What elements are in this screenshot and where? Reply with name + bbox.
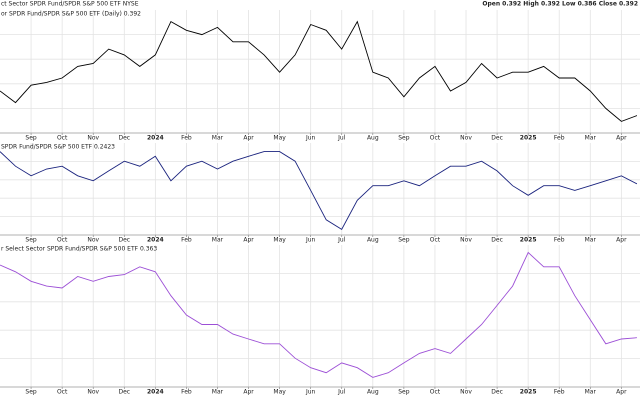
x-tick-label: Apr bbox=[616, 135, 627, 142]
x-tick-label: Aug bbox=[367, 389, 379, 396]
ratio-line bbox=[0, 20, 638, 122]
x-tick-label: Nov bbox=[87, 135, 99, 142]
x-tick-label: Nov bbox=[460, 237, 472, 244]
x-tick-label: Dec bbox=[491, 237, 503, 244]
x-tick-label: Nov bbox=[87, 237, 99, 244]
x-tick-label: Mar bbox=[585, 389, 597, 396]
x-tick-label: Sep bbox=[398, 135, 410, 142]
x-tick-label: Sep bbox=[25, 389, 37, 396]
x-tick-label: Apr bbox=[616, 389, 627, 396]
x-tick-label: Apr bbox=[616, 237, 627, 244]
x-tick-label: Jun bbox=[305, 389, 316, 396]
x-tick-label: Feb bbox=[181, 389, 192, 396]
x-tick-label: Feb bbox=[554, 135, 565, 142]
x-tick-label: Feb bbox=[181, 135, 192, 142]
x-tick-label: 2025 bbox=[520, 237, 537, 244]
x-tick-label: Dec bbox=[118, 135, 130, 142]
x-tick-label: Dec bbox=[118, 237, 130, 244]
x-tick-label: Jun bbox=[305, 135, 316, 142]
ohlc-readout: Open 0.392 High 0.392 Low 0.386 Close 0.… bbox=[482, 1, 638, 8]
x-tick-label: Feb bbox=[554, 237, 565, 244]
x-tick-label: 2024 bbox=[147, 237, 164, 244]
x-tick-label: Oct bbox=[57, 135, 68, 142]
x-tick-label: Mar bbox=[585, 135, 597, 142]
x-tick-label: Aug bbox=[367, 135, 379, 142]
x-tick-label: 2025 bbox=[520, 135, 537, 142]
ratio-line bbox=[0, 251, 637, 378]
x-tick-label: Mar bbox=[212, 237, 224, 244]
x-tick-label: Mar bbox=[212, 389, 224, 396]
x-tick-label: Dec bbox=[491, 135, 503, 142]
x-tick-label: 2024 bbox=[147, 389, 164, 396]
x-tick-label: Jul bbox=[337, 237, 346, 244]
x-tick-label: Apr bbox=[243, 237, 254, 244]
chart-title: ct Sector SPDR Fund/SPDR S&P 500 ETF NYS… bbox=[1, 1, 139, 8]
x-tick-label: Nov bbox=[87, 389, 99, 396]
x-tick-label: Sep bbox=[398, 389, 410, 396]
x-tick-label: Aug bbox=[367, 237, 379, 244]
x-tick-label: Mar bbox=[212, 135, 224, 142]
x-tick-label: Dec bbox=[118, 389, 130, 396]
x-tick-label: Jul bbox=[337, 135, 346, 142]
panel-label: SPDR Fund/SPDR S&P 500 ETF 0.2423 bbox=[1, 144, 115, 151]
x-tick-label: Feb bbox=[554, 389, 565, 396]
x-tick-label: Oct bbox=[430, 237, 441, 244]
x-tick-label: Nov bbox=[460, 389, 472, 396]
x-tick-label: 2024 bbox=[147, 135, 164, 142]
x-tick-label: May bbox=[273, 135, 286, 142]
x-tick-label: May bbox=[273, 389, 286, 396]
x-tick-label: Apr bbox=[243, 389, 254, 396]
panel-label: or SPDR Fund/SPDR S&P 500 ETF (Daily) 0.… bbox=[1, 11, 141, 18]
x-tick-label: Feb bbox=[181, 237, 192, 244]
x-tick-label: Nov bbox=[460, 135, 472, 142]
x-tick-label: Oct bbox=[430, 135, 441, 142]
x-tick-label: Oct bbox=[430, 389, 441, 396]
x-tick-label: Oct bbox=[57, 237, 68, 244]
x-tick-label: Dec bbox=[491, 389, 503, 396]
x-tick-label: Jun bbox=[305, 237, 316, 244]
x-tick-label: Oct bbox=[57, 389, 68, 396]
ratio-line bbox=[0, 151, 638, 231]
panel-label: r Select Sector SPDR Fund/SPDR S&P 500 E… bbox=[1, 246, 157, 253]
x-tick-label: Apr bbox=[243, 135, 254, 142]
x-tick-label: Sep bbox=[25, 135, 37, 142]
x-tick-label: Sep bbox=[398, 237, 410, 244]
x-tick-label: 2025 bbox=[520, 389, 537, 396]
x-tick-label: Jul bbox=[337, 389, 346, 396]
x-tick-label: Mar bbox=[585, 237, 597, 244]
x-tick-label: Sep bbox=[25, 237, 37, 244]
x-tick-label: May bbox=[273, 237, 286, 244]
